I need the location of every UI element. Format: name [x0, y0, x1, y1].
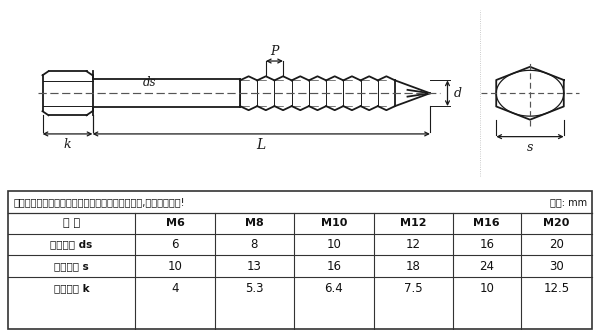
Text: 20: 20	[549, 238, 564, 251]
Text: d: d	[454, 87, 461, 100]
Text: 头部厚度 k: 头部厚度 k	[54, 283, 89, 293]
Text: 18: 18	[406, 260, 421, 273]
Text: M10: M10	[320, 218, 347, 228]
Text: 12: 12	[406, 238, 421, 251]
Text: 6: 6	[172, 238, 179, 251]
Text: P: P	[270, 45, 278, 58]
Text: 13: 13	[247, 260, 262, 273]
Text: 单位: mm: 单位: mm	[550, 197, 587, 207]
Text: 以下为单批测量数据，可能稍有误差，以实际为准,介意者请慎拍!: 以下为单批测量数据，可能稍有误差，以实际为准,介意者请慎拍!	[13, 197, 185, 207]
Text: ds: ds	[143, 76, 157, 89]
Text: 12.5: 12.5	[544, 282, 569, 295]
Text: 5.3: 5.3	[245, 282, 263, 295]
Text: 10: 10	[326, 238, 341, 251]
Text: 规 格: 规 格	[63, 218, 80, 228]
Text: 7.5: 7.5	[404, 282, 422, 295]
Text: 头部对边 s: 头部对边 s	[54, 261, 89, 271]
Text: 10: 10	[167, 260, 182, 273]
Text: s: s	[527, 141, 533, 154]
Text: M6: M6	[166, 218, 184, 228]
Text: M12: M12	[400, 218, 427, 228]
Text: 30: 30	[549, 260, 564, 273]
Text: 16: 16	[326, 260, 341, 273]
Text: M16: M16	[473, 218, 500, 228]
Text: k: k	[64, 138, 71, 151]
Text: 8: 8	[251, 238, 258, 251]
Text: M8: M8	[245, 218, 264, 228]
Text: 4: 4	[172, 282, 179, 295]
Text: M20: M20	[543, 218, 569, 228]
Text: 螺杆直径 ds: 螺杆直径 ds	[50, 239, 92, 250]
Text: L: L	[257, 138, 266, 152]
Text: 24: 24	[479, 260, 494, 273]
Text: 6.4: 6.4	[325, 282, 343, 295]
Text: 10: 10	[479, 282, 494, 295]
Text: 16: 16	[479, 238, 494, 251]
